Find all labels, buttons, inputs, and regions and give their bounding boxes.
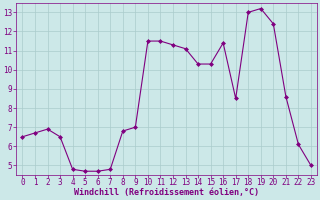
X-axis label: Windchill (Refroidissement éolien,°C): Windchill (Refroidissement éolien,°C) (74, 188, 259, 197)
